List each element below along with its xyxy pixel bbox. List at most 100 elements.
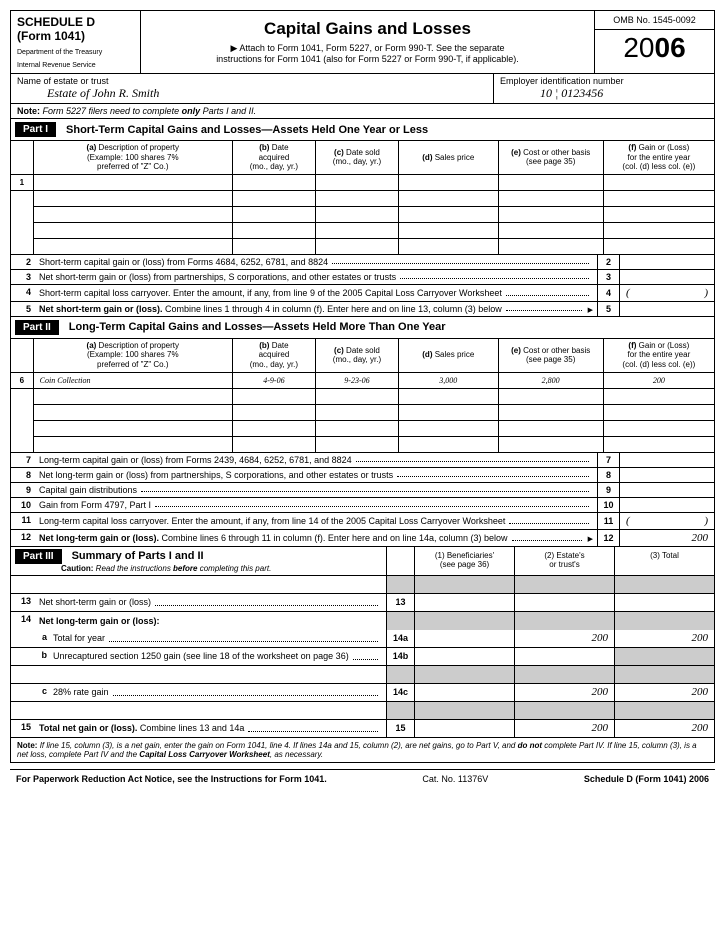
l13v2[interactable] <box>514 594 614 611</box>
blank-d[interactable] <box>398 206 498 222</box>
r6d[interactable]: 3,000 <box>398 372 498 388</box>
b[interactable] <box>232 436 315 452</box>
blank-d[interactable] <box>398 238 498 254</box>
b[interactable] <box>315 420 398 436</box>
blank-f[interactable] <box>603 222 714 238</box>
l14bv1[interactable] <box>414 648 514 665</box>
l14av1[interactable] <box>414 630 514 647</box>
l14bv2[interactable] <box>514 648 614 665</box>
b[interactable] <box>232 388 315 404</box>
l12v[interactable]: 200 <box>619 530 714 546</box>
part2-badge: Part II <box>15 320 59 335</box>
b[interactable] <box>498 388 603 404</box>
b[interactable] <box>33 420 232 436</box>
b[interactable] <box>498 404 603 420</box>
blank-a[interactable] <box>33 238 232 254</box>
blank-b[interactable] <box>232 206 315 222</box>
part3-title: Summary of Parts I and II <box>72 550 204 562</box>
l14av2[interactable]: 200 <box>514 630 614 647</box>
line3-text: Net short-term gain or (loss) from partn… <box>35 270 597 284</box>
l8t: Net long-term gain or (loss) from partne… <box>35 468 597 482</box>
b[interactable] <box>33 388 232 404</box>
line5-boxnum: 5 <box>597 302 619 316</box>
l9v[interactable] <box>619 483 714 497</box>
note-suffix: Parts I and II. <box>200 106 256 116</box>
r1e[interactable] <box>498 174 603 190</box>
r6a[interactable]: Coin Collection <box>33 372 232 388</box>
b[interactable] <box>232 420 315 436</box>
line5-text: Net short-term gain or (loss). Net short… <box>35 302 597 316</box>
blank-f[interactable] <box>603 190 714 206</box>
line5-val[interactable] <box>619 302 714 316</box>
r1a[interactable] <box>33 174 232 190</box>
blank-d[interactable] <box>398 222 498 238</box>
line2-val[interactable] <box>619 255 714 269</box>
l15v2[interactable]: 200 <box>514 720 614 737</box>
l13t: Net short-term gain or (loss) <box>35 594 386 611</box>
r6e[interactable]: 2,800 <box>498 372 603 388</box>
b[interactable] <box>398 388 498 404</box>
b[interactable] <box>603 404 714 420</box>
l14cv2[interactable]: 200 <box>514 684 614 701</box>
blank-e[interactable] <box>498 190 603 206</box>
b[interactable] <box>398 404 498 420</box>
blank-num <box>11 222 33 238</box>
b[interactable] <box>603 388 714 404</box>
r6f[interactable]: 200 <box>603 372 714 388</box>
blank-c[interactable] <box>315 206 398 222</box>
l15v3[interactable]: 200 <box>614 720 714 737</box>
name-value[interactable]: Estate of John R. Smith <box>17 86 487 101</box>
b[interactable] <box>498 420 603 436</box>
blank-c[interactable] <box>315 222 398 238</box>
r6c[interactable]: 9-23-06 <box>315 372 398 388</box>
b[interactable] <box>33 436 232 452</box>
b[interactable] <box>603 420 714 436</box>
l8v[interactable] <box>619 468 714 482</box>
blank-f[interactable] <box>603 238 714 254</box>
ein-value[interactable]: 10 ¦ 0123456 <box>500 86 708 101</box>
b[interactable] <box>498 436 603 452</box>
l15v1[interactable] <box>414 720 514 737</box>
b[interactable] <box>603 436 714 452</box>
r1b[interactable] <box>232 174 315 190</box>
b[interactable] <box>315 404 398 420</box>
blank-b[interactable] <box>232 190 315 206</box>
b[interactable] <box>315 388 398 404</box>
r1f[interactable] <box>603 174 714 190</box>
r1d[interactable] <box>398 174 498 190</box>
l11v[interactable]: () <box>619 513 714 529</box>
b[interactable] <box>315 436 398 452</box>
blank-e[interactable] <box>498 222 603 238</box>
l14cv1[interactable] <box>414 684 514 701</box>
l14v2 <box>514 612 614 630</box>
blank-d[interactable] <box>398 190 498 206</box>
l13v1[interactable] <box>414 594 514 611</box>
l4-label: Short-term capital loss carryover. Enter… <box>39 288 502 298</box>
l10v[interactable] <box>619 498 714 512</box>
blank-b[interactable] <box>232 222 315 238</box>
b[interactable] <box>33 404 232 420</box>
p3-col3: (3) Total <box>614 547 714 575</box>
line4-val[interactable]: () <box>619 285 714 301</box>
blank-e[interactable] <box>498 206 603 222</box>
blank-f[interactable] <box>603 206 714 222</box>
blank-a[interactable] <box>33 206 232 222</box>
l14av3[interactable]: 200 <box>614 630 714 647</box>
blank-e[interactable] <box>498 238 603 254</box>
l7v[interactable] <box>619 453 714 467</box>
b[interactable] <box>232 404 315 420</box>
blank-a[interactable] <box>33 222 232 238</box>
b[interactable] <box>398 436 498 452</box>
b[interactable] <box>398 420 498 436</box>
blank-b[interactable] <box>232 238 315 254</box>
blank-c[interactable] <box>315 238 398 254</box>
r1c[interactable] <box>315 174 398 190</box>
blank-c[interactable] <box>315 190 398 206</box>
blank-a[interactable] <box>33 190 232 206</box>
blank <box>35 702 386 719</box>
line3-val[interactable] <box>619 270 714 284</box>
l14cv3[interactable]: 200 <box>614 684 714 701</box>
r6b[interactable]: 4-9-06 <box>232 372 315 388</box>
l14a-letter: a <box>35 630 49 647</box>
l13v3[interactable] <box>614 594 714 611</box>
